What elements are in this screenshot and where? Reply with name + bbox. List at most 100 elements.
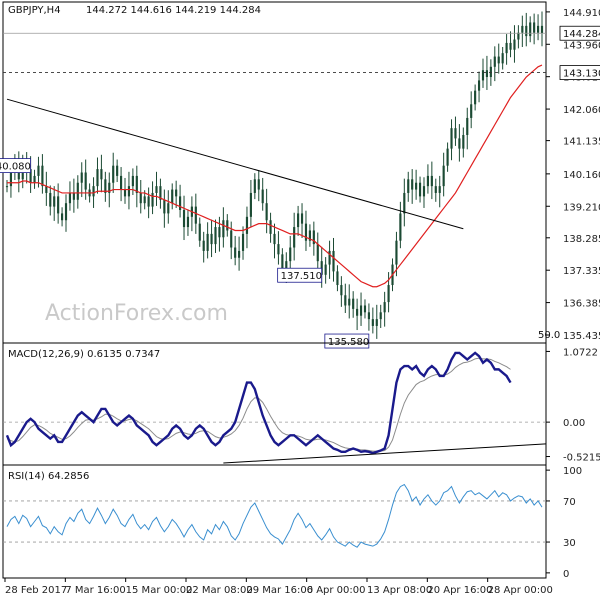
candle-body xyxy=(371,319,374,326)
x-tick-label: 7 Mar 16:00 xyxy=(65,585,125,596)
x-tick-label: 22 Mar 08:00 xyxy=(186,585,253,596)
candle-body xyxy=(521,25,524,33)
rsi-frame xyxy=(2,464,547,579)
candle-body xyxy=(474,90,477,105)
candle-body xyxy=(202,240,205,251)
candle-body xyxy=(497,56,500,64)
candle-body xyxy=(434,186,437,193)
candle-body xyxy=(116,165,119,176)
candle-body xyxy=(501,53,504,64)
candle-body xyxy=(167,203,170,214)
candle-body xyxy=(151,192,154,207)
candle-body xyxy=(289,247,292,262)
candle-body xyxy=(53,196,56,207)
candle-body xyxy=(108,182,111,193)
candle-body xyxy=(143,196,146,204)
candle-body xyxy=(112,165,115,183)
candle-body xyxy=(131,175,134,187)
candle-body xyxy=(525,25,528,37)
candle-body xyxy=(49,192,52,207)
candle-body xyxy=(257,179,260,190)
candle-body xyxy=(379,312,382,320)
candle-body xyxy=(241,233,245,251)
candle-body xyxy=(450,128,453,149)
candle-body xyxy=(163,199,166,214)
candle-body xyxy=(29,169,32,183)
annotation-box xyxy=(277,267,323,283)
candle-body xyxy=(466,117,469,135)
candle-body xyxy=(72,192,75,200)
candle-body xyxy=(57,196,60,214)
candle-body xyxy=(403,192,406,214)
macd-tick-label: 0.00 xyxy=(563,418,585,429)
candle-body xyxy=(123,189,127,197)
candle-body xyxy=(269,220,272,234)
candle-body xyxy=(68,192,72,204)
candle-body xyxy=(84,172,87,190)
candle-body xyxy=(399,213,402,241)
price-tick-label: 140.160 xyxy=(563,170,600,181)
candle-body xyxy=(411,179,414,190)
candle-body xyxy=(316,244,319,262)
candle-body xyxy=(293,227,296,248)
candle-body xyxy=(135,175,138,193)
candle-body xyxy=(438,186,441,193)
candle-body xyxy=(127,186,131,197)
x-tick-label: 20 Apr 16:00 xyxy=(427,585,492,596)
price-tick-label: 136.385 xyxy=(563,299,600,310)
candle-body xyxy=(359,305,363,316)
x-tick-label: 13 Apr 08:00 xyxy=(367,585,432,596)
candle-body xyxy=(458,138,461,149)
candle-body xyxy=(340,285,343,296)
candle-body xyxy=(489,66,492,78)
candle-body xyxy=(300,213,304,224)
candle-body xyxy=(529,22,532,37)
candle-body xyxy=(509,42,512,50)
candle-body xyxy=(426,175,430,187)
candle-body xyxy=(186,216,190,228)
candle-body xyxy=(536,25,540,33)
candle-body xyxy=(100,169,103,180)
x-tick-label: 6 Apr 00:00 xyxy=(307,585,366,596)
candle-body xyxy=(517,32,520,40)
current-price-label: 144.284 xyxy=(563,29,600,40)
price-tick-label: 137.335 xyxy=(563,266,600,277)
candle-body xyxy=(344,295,347,306)
candle-body xyxy=(513,39,516,50)
macd-line xyxy=(5,351,512,455)
candle-body xyxy=(218,227,221,238)
candle-body xyxy=(182,210,186,228)
price-tick-label: 144.910 xyxy=(563,8,600,19)
candle-body xyxy=(230,230,233,248)
rsi-title: RSI(14) 64.2856 xyxy=(8,471,89,482)
price-tick-label: 138.285 xyxy=(563,234,600,245)
candle-body xyxy=(533,22,536,33)
macd-frame xyxy=(2,342,547,466)
candle-body xyxy=(249,192,252,217)
price-panel: 144.910143.960143.010142.060141.135140.1… xyxy=(0,1,600,349)
candle-body xyxy=(198,223,201,241)
candle-body xyxy=(238,250,241,258)
candle-body xyxy=(159,186,162,200)
candle-body xyxy=(64,203,68,221)
candle-body xyxy=(96,169,99,187)
candle-body xyxy=(505,42,508,54)
candle-body xyxy=(139,192,142,204)
x-tick-label: 28 Feb 2017 xyxy=(5,585,67,596)
candle-body xyxy=(76,182,79,200)
rsi-tick-label: 100 xyxy=(563,466,582,477)
candle-body xyxy=(430,175,433,187)
price-tick-label: 142.060 xyxy=(563,105,600,116)
price-frame xyxy=(2,1,547,344)
candle-body xyxy=(194,206,197,224)
candle-body xyxy=(226,220,229,231)
watermark: ActionForex.com xyxy=(45,301,228,326)
macd-trendline xyxy=(223,443,546,464)
candle-body xyxy=(312,230,315,245)
candle-body xyxy=(454,128,457,139)
price-tick-label: 141.135 xyxy=(563,137,600,148)
annotation-box xyxy=(0,158,31,173)
candle-body xyxy=(324,264,327,275)
